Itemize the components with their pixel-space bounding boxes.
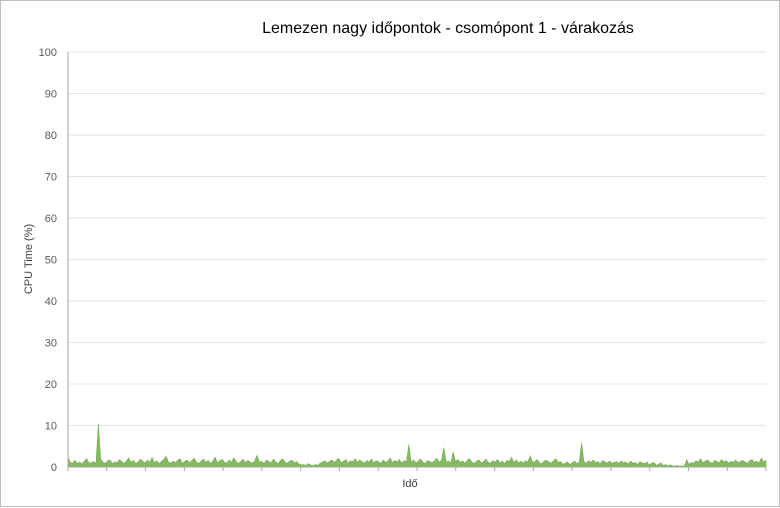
y-tick-label: 10 (45, 421, 57, 433)
x-axis-title: Idő (402, 478, 417, 490)
y-tick-label: 100 (39, 47, 57, 59)
chart-title: Lemezen nagy időpontok - csomópont 1 - v… (262, 20, 634, 37)
y-tick-label: 20 (45, 379, 57, 391)
y-axis-title: CPU Time (%) (23, 224, 35, 294)
y-tick-label: 90 (45, 89, 57, 101)
x-axis-ticks (67, 467, 767, 471)
y-tick-label: 70 (45, 172, 57, 184)
y-tick-label: 40 (45, 296, 57, 308)
y-tick-label: 0 (51, 462, 57, 474)
y-tick-label: 50 (45, 255, 57, 267)
plot-series (67, 423, 767, 468)
y-axis-tick-labels: 0 10 20 30 40 50 60 70 80 90 100 (39, 47, 57, 474)
y-tick-label: 80 (45, 130, 57, 142)
y-tick-label: 30 (45, 338, 57, 350)
series-area-0 (67, 423, 767, 468)
gridlines (68, 51, 766, 426)
y-tick-label: 60 (45, 213, 57, 225)
